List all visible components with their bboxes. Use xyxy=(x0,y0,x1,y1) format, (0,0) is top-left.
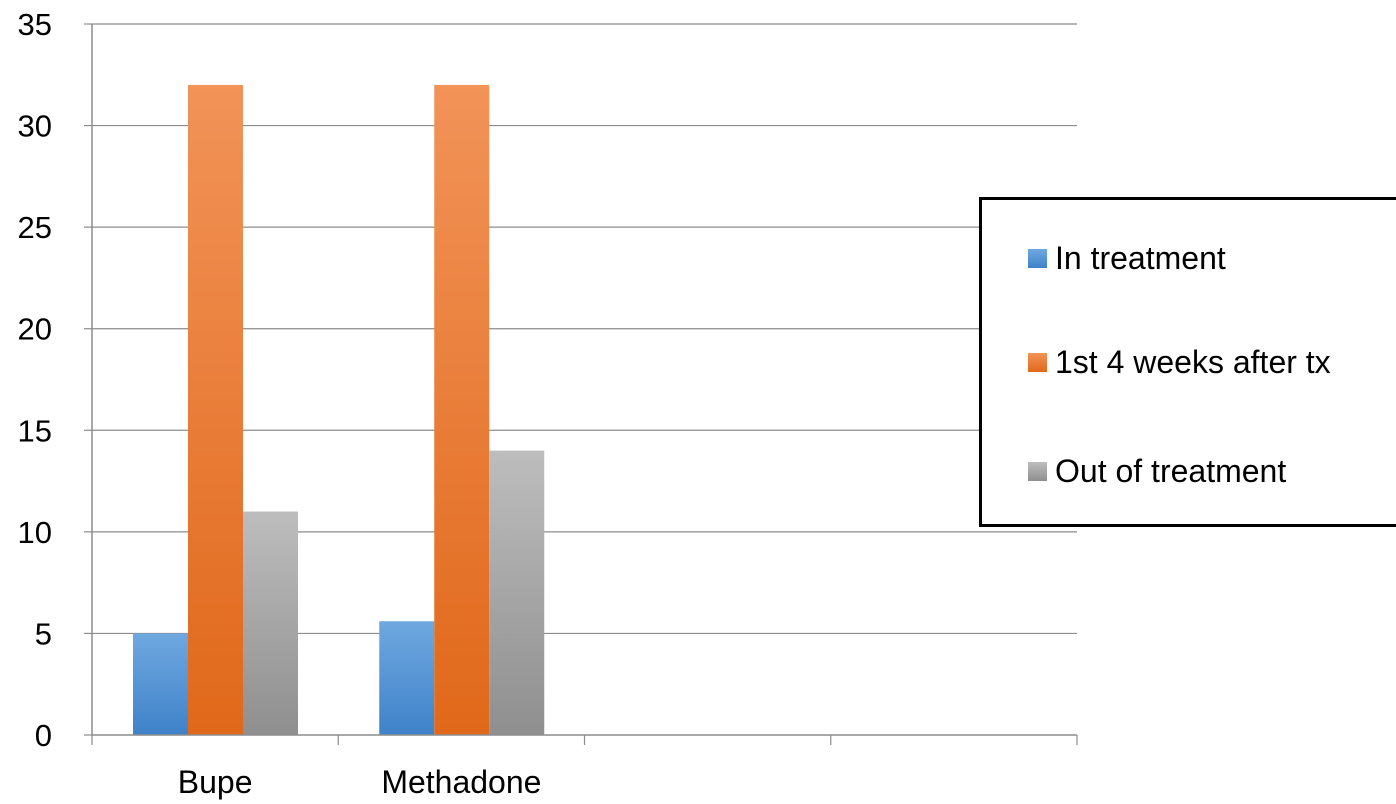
y-tick-label-15: 15 xyxy=(18,413,52,448)
y-tick-label-20: 20 xyxy=(18,312,52,347)
legend-label-1: 1st 4 weeks after tx xyxy=(1055,344,1331,380)
legend: In treatment 1st 4 weeks after tx Out of t… xyxy=(979,197,1396,527)
y-tick-label-5: 5 xyxy=(35,616,52,651)
y-tick-label-0: 0 xyxy=(35,718,52,753)
bar-2-1 xyxy=(489,450,545,735)
y-tick-label-10: 10 xyxy=(18,515,52,550)
bar-2-0 xyxy=(243,511,298,735)
legend-item-2: Out of treatment xyxy=(1028,453,1286,490)
legend-item-1: 1st 4 weeks after tx xyxy=(1028,344,1331,381)
legend-label-0: In treatment xyxy=(1055,240,1226,276)
axes xyxy=(84,23,1078,745)
legend-swatch-0 xyxy=(1028,249,1047,268)
legend-item-0: In treatment xyxy=(1028,240,1226,277)
bar-0-0 xyxy=(133,633,188,735)
bar-1-0 xyxy=(188,84,243,735)
y-tick-label-30: 30 xyxy=(18,109,52,144)
bars xyxy=(133,84,545,735)
legend-swatch-2 xyxy=(1028,462,1047,481)
x-tick-label-bupe: Bupe xyxy=(178,764,253,800)
legend-label-2: Out of treatment xyxy=(1055,453,1287,489)
y-tick-label-35: 35 xyxy=(18,7,52,42)
legend-swatch-1 xyxy=(1028,353,1047,372)
y-tick-labels: 0 5 10 15 20 25 30 35 xyxy=(18,7,52,753)
y-tick-label-25: 25 xyxy=(18,210,52,245)
x-tick-labels: Bupe Methadone xyxy=(178,764,542,800)
bar-1-1 xyxy=(434,84,490,735)
bar-0-1 xyxy=(379,621,435,735)
x-tick-label-methadone: Methadone xyxy=(381,764,541,800)
